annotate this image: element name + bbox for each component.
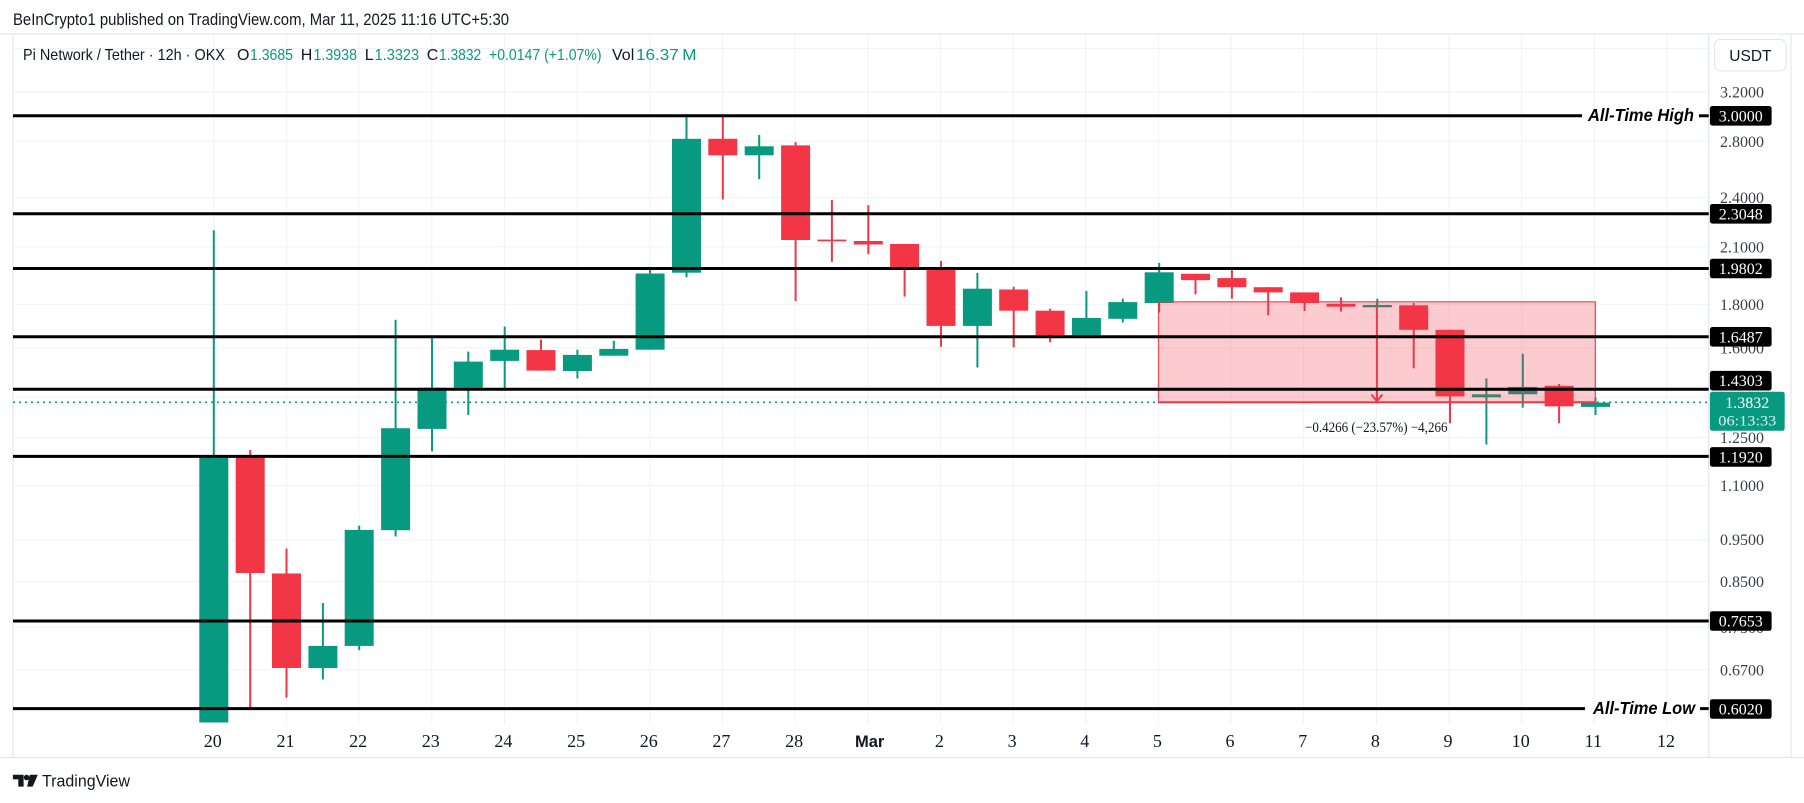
- svg-text:16.37 M: 16.37 M: [636, 47, 697, 64]
- svg-text:1.9802: 1.9802: [1719, 261, 1763, 278]
- svg-text:0.7653: 0.7653: [1719, 614, 1763, 631]
- svg-text:22: 22: [349, 731, 367, 751]
- svg-text:All-Time High: All-Time High: [1587, 105, 1694, 125]
- svg-text:1.3685: 1.3685: [250, 47, 293, 64]
- svg-text:11: 11: [1585, 731, 1602, 751]
- svg-text:8: 8: [1371, 731, 1380, 751]
- svg-text:4: 4: [1080, 731, 1089, 751]
- svg-text:26: 26: [640, 731, 658, 751]
- svg-text:21: 21: [277, 731, 295, 751]
- svg-text:2.1000: 2.1000: [1720, 239, 1764, 256]
- svg-text:1.3938: 1.3938: [314, 47, 358, 64]
- svg-text:+0.0147 (+1.07%): +0.0147 (+1.07%): [489, 47, 602, 64]
- svg-text:3.2000: 3.2000: [1720, 85, 1764, 102]
- svg-text:1.6487: 1.6487: [1719, 329, 1763, 346]
- svg-text:1.1920: 1.1920: [1719, 449, 1763, 466]
- svg-text:0.9500: 0.9500: [1720, 532, 1764, 549]
- svg-text:1.8000: 1.8000: [1720, 297, 1764, 314]
- svg-text:BeInCrypto1 published on Tradi: BeInCrypto1 published on TradingView.com…: [13, 11, 509, 29]
- svg-text:06:13:33: 06:13:33: [1718, 414, 1776, 430]
- svg-text:L: L: [365, 47, 374, 64]
- svg-text:USDT: USDT: [1729, 48, 1772, 65]
- svg-text:Vol: Vol: [612, 47, 634, 64]
- svg-text:C: C: [427, 47, 439, 64]
- svg-text:2.4000: 2.4000: [1720, 190, 1764, 207]
- svg-text:H: H: [301, 47, 313, 64]
- svg-text:1.3832: 1.3832: [1725, 395, 1769, 412]
- svg-text:O: O: [237, 47, 249, 64]
- svg-text:23: 23: [422, 731, 440, 751]
- svg-text:1.3323: 1.3323: [375, 47, 420, 64]
- svg-text:0.6700: 0.6700: [1720, 662, 1764, 679]
- svg-text:27: 27: [712, 731, 730, 751]
- svg-text:6: 6: [1226, 731, 1235, 751]
- svg-text:24: 24: [494, 731, 512, 751]
- svg-text:10: 10: [1512, 731, 1530, 751]
- svg-text:5: 5: [1153, 731, 1162, 751]
- svg-text:0.6020: 0.6020: [1719, 702, 1763, 719]
- svg-text:28: 28: [785, 731, 803, 751]
- svg-text:9: 9: [1444, 731, 1453, 751]
- svg-text:Mar: Mar: [855, 733, 885, 751]
- svg-text:7: 7: [1298, 731, 1307, 751]
- svg-text:All-Time Low: All-Time Low: [1592, 698, 1696, 718]
- svg-text:25: 25: [567, 731, 585, 751]
- svg-text:3: 3: [1008, 731, 1017, 751]
- svg-text:2.8000: 2.8000: [1720, 134, 1764, 151]
- svg-text:TradingView: TradingView: [42, 772, 131, 791]
- svg-text:2.3048: 2.3048: [1719, 206, 1763, 223]
- svg-text:20: 20: [204, 731, 222, 751]
- svg-text:1.3832: 1.3832: [439, 47, 481, 64]
- svg-text:Pi Network / Tether · 12h · OK: Pi Network / Tether · 12h · OKX: [23, 47, 225, 64]
- svg-text:0.8500: 0.8500: [1720, 574, 1764, 591]
- svg-text:3.0000: 3.0000: [1719, 108, 1763, 125]
- svg-text:1.1000: 1.1000: [1720, 478, 1764, 495]
- svg-text:−0.4266 (−23.57%) −4,266: −0.4266 (−23.57%) −4,266: [1305, 420, 1448, 436]
- svg-text:12: 12: [1657, 731, 1675, 751]
- svg-text:1.2500: 1.2500: [1720, 430, 1764, 447]
- svg-text:1.4303: 1.4303: [1719, 373, 1763, 390]
- svg-text:2: 2: [935, 731, 944, 751]
